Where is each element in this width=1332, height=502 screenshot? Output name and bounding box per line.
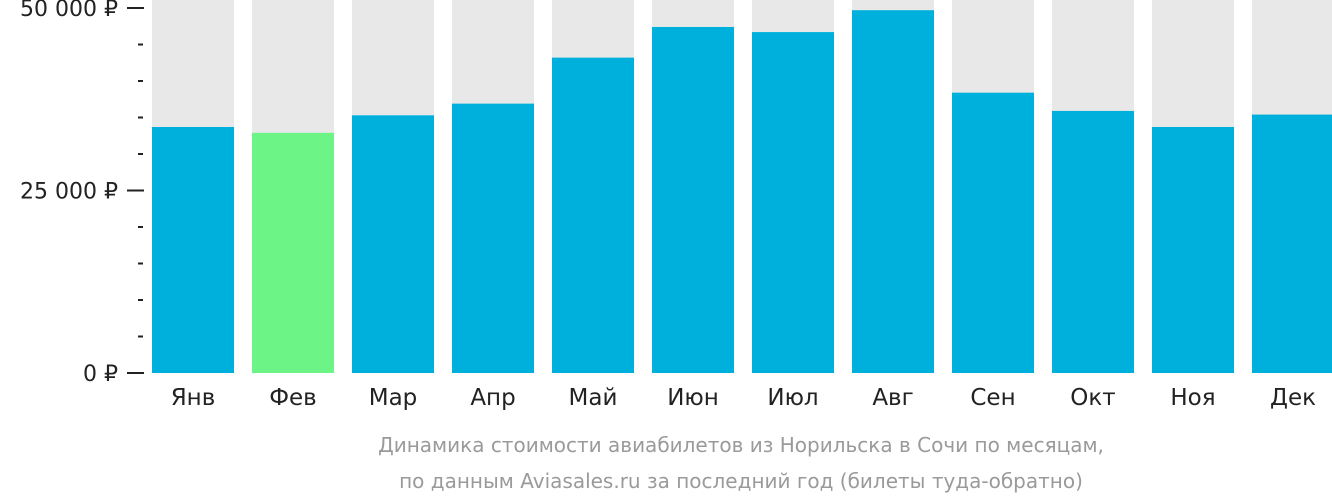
x-tick-label-5: Май [569,385,618,411]
chart-caption-line-2: по данным Aviasales.ru за последний год … [399,469,1083,493]
x-tick-label-7: Июл [767,385,818,411]
x-tick-label-2: Фев [269,385,317,411]
x-tick-label-10: Окт [1070,385,1115,411]
bar-1[interactable] [152,126,234,374]
x-tick-label-11: Ноя [1170,385,1215,411]
bar-12[interactable] [1252,114,1332,373]
y-tick-label-2: 25 000 ₽ [20,180,118,205]
y-tick-label-3: 50 000 ₽ [20,0,118,22]
bar-11[interactable] [1152,126,1234,374]
bar-5[interactable] [552,57,634,373]
chart-caption-line-1: Динамика стоимости авиабилетов из Нориль… [378,433,1104,457]
bar-2[interactable] [252,132,334,373]
x-tick-label-4: Апр [470,385,515,411]
x-tick-label-6: Июн [667,385,719,411]
y-tick-label-1: 0 ₽ [83,362,118,387]
bar-6[interactable] [652,26,734,373]
bar-4[interactable] [452,103,534,373]
bar-7[interactable] [752,32,834,374]
bars [152,10,1332,374]
x-tick-label-1: Янв [171,385,216,411]
bar-9[interactable] [952,92,1034,374]
bar-8[interactable] [852,10,934,373]
x-tick-label-12: Дек [1270,385,1316,411]
bar-3[interactable] [352,115,434,373]
y-axis: 0 ₽ 25 000 ₽ 50 000 ₽ [20,0,144,387]
x-axis-labels: Янв Фев Мар Апр Май Июн Июл Авг Сен Окт Ноя Дек [171,385,1316,411]
x-tick-label-8: Авг [872,385,913,411]
bar-10[interactable] [1052,110,1134,374]
x-tick-label-3: Мар [369,385,418,411]
x-tick-label-9: Сен [970,385,1015,411]
